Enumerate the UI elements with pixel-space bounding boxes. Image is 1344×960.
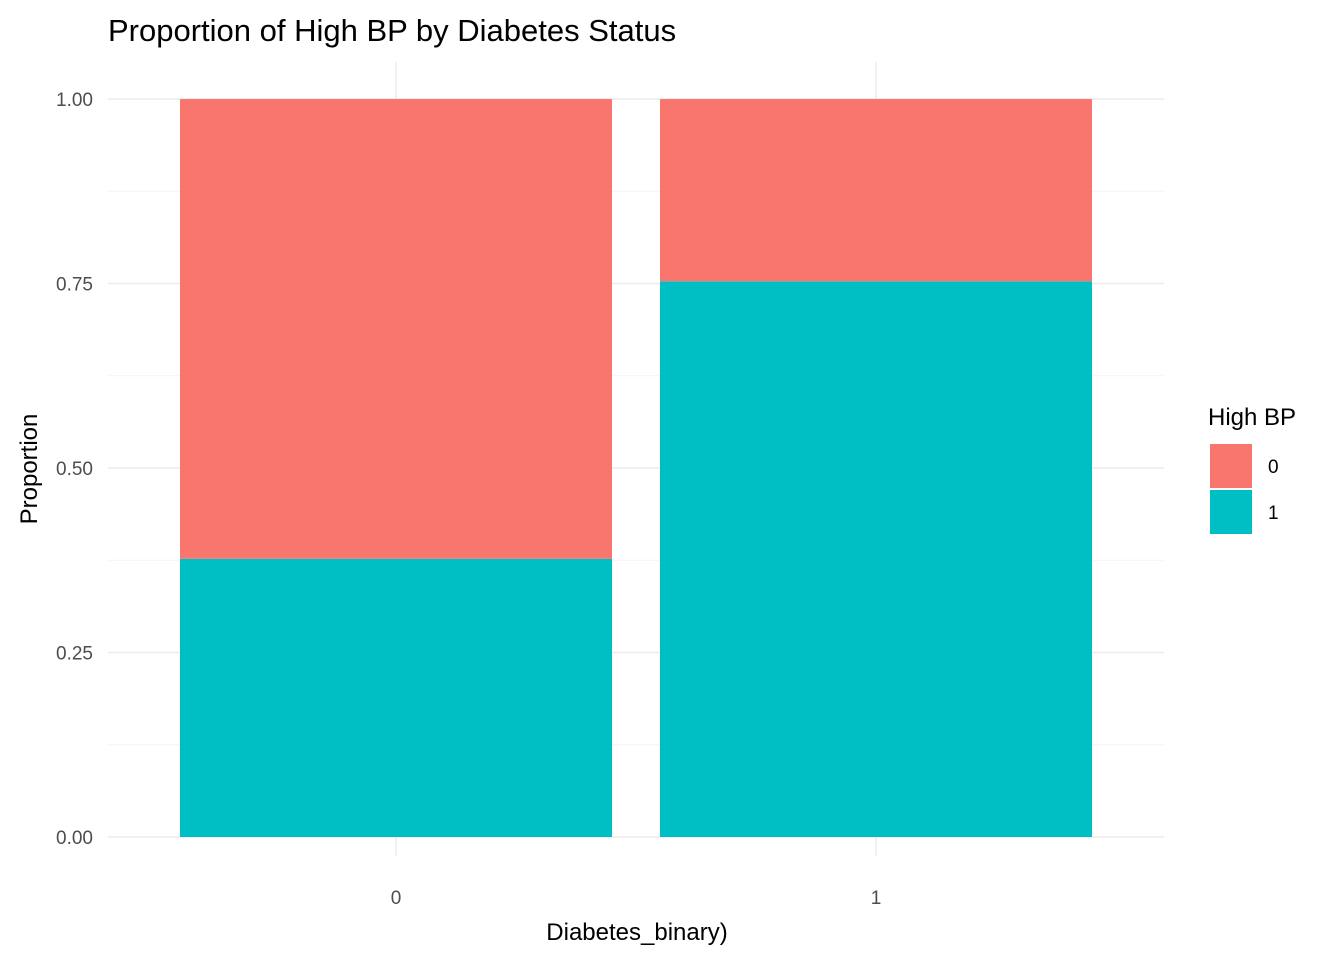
bar-cat-0-highbp-1 <box>180 558 612 837</box>
x-tick-label: 1 <box>871 888 882 909</box>
x-tick-label: 0 <box>391 888 402 909</box>
y-tick-label: 1.00 <box>56 90 93 111</box>
legend-title: High BP <box>1208 404 1296 431</box>
legend-label-1: 1 <box>1268 503 1279 524</box>
bars <box>180 99 1092 837</box>
y-tick-label: 0.50 <box>56 459 93 480</box>
chart-title: Proportion of High BP by Diabetes Status <box>108 13 676 48</box>
bar-cat-1-highbp-1 <box>660 281 1092 837</box>
legend-label-0: 0 <box>1268 457 1279 478</box>
legend-key-0 <box>1210 444 1252 488</box>
y-tick-label: 0.00 <box>56 828 93 849</box>
bar-cat-0-highbp-0 <box>180 99 612 559</box>
y-axis-tick-labels: 0.00 0.25 0.50 0.75 1.00 <box>56 90 93 849</box>
legend: High BP 0 1 <box>1208 404 1296 534</box>
bar-cat-1-highbp-0 <box>660 99 1092 282</box>
x-axis-title: Diabetes_binary) <box>546 919 727 946</box>
y-axis-title: Proportion <box>16 414 43 525</box>
legend-key-1 <box>1210 490 1252 534</box>
y-tick-label: 0.25 <box>56 644 93 665</box>
y-tick-label: 0.75 <box>56 275 93 296</box>
